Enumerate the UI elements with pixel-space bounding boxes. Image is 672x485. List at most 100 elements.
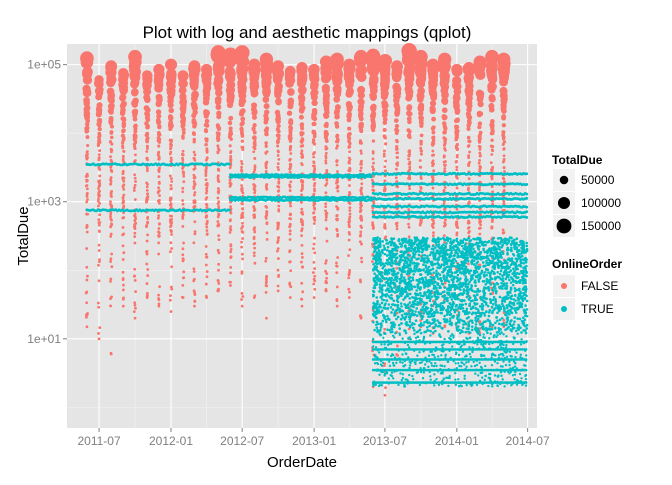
data-point <box>348 239 351 242</box>
data-point <box>396 227 399 230</box>
data-point <box>205 159 208 162</box>
data-point <box>325 272 328 275</box>
data-point <box>394 93 401 100</box>
data-point <box>395 180 398 183</box>
data-point <box>298 96 305 103</box>
data-point <box>133 301 136 304</box>
data-point <box>193 300 196 303</box>
data-point <box>277 257 280 260</box>
data-point <box>467 136 471 140</box>
data-point <box>230 158 233 161</box>
data-point <box>358 99 364 105</box>
data-point <box>84 89 91 96</box>
data-point <box>289 269 292 272</box>
data-point <box>157 125 161 129</box>
data-point <box>325 147 328 150</box>
data-point <box>156 118 161 123</box>
data-point <box>110 295 113 298</box>
data-point <box>182 127 186 131</box>
data-point <box>253 213 256 216</box>
data-point <box>133 310 136 313</box>
data-point <box>217 168 220 171</box>
data-point <box>206 270 209 273</box>
data-point <box>455 136 459 140</box>
data-point <box>216 139 219 142</box>
data-point <box>169 299 172 302</box>
data-point <box>213 63 224 74</box>
data-point <box>301 252 304 255</box>
data-point <box>431 154 434 157</box>
data-point <box>380 79 389 88</box>
data-point <box>86 150 89 153</box>
data-point <box>313 280 316 283</box>
data-point <box>396 222 399 225</box>
data-point <box>408 136 412 140</box>
data-point <box>310 83 318 91</box>
data-point <box>289 217 292 220</box>
data-point <box>97 118 102 123</box>
data-point <box>97 200 100 203</box>
data-point <box>105 60 117 72</box>
data-point <box>300 221 303 224</box>
data-point <box>229 228 232 231</box>
data-point <box>157 169 160 172</box>
data-point <box>335 135 339 139</box>
data-point <box>393 85 401 93</box>
data-point <box>182 257 185 260</box>
data-point <box>110 265 113 268</box>
data-point <box>250 79 259 88</box>
data-point <box>444 223 447 226</box>
data-point <box>325 228 328 231</box>
data-point <box>94 75 103 84</box>
data-point <box>502 137 505 140</box>
data-point <box>266 238 269 241</box>
data-point <box>324 123 328 127</box>
data-point <box>206 256 209 259</box>
data-point <box>134 180 137 183</box>
data-point <box>217 176 220 179</box>
data-point <box>216 114 221 119</box>
data-point <box>455 117 460 122</box>
data-point <box>206 233 209 236</box>
data-point <box>205 178 208 181</box>
data-point <box>324 202 327 205</box>
data-point <box>525 242 528 245</box>
data-point <box>120 83 128 91</box>
data-point <box>479 145 482 148</box>
data-point <box>289 126 293 130</box>
data-point <box>86 195 89 198</box>
data-point <box>312 138 315 141</box>
data-point <box>265 133 269 137</box>
data-point <box>157 217 160 220</box>
data-point <box>98 229 101 232</box>
data-point <box>491 131 495 135</box>
data-point <box>229 266 232 269</box>
data-point <box>277 150 280 153</box>
data-point <box>490 145 493 148</box>
data-point <box>146 274 149 277</box>
data-point <box>359 314 362 317</box>
data-point <box>503 147 506 150</box>
data-point <box>301 137 304 140</box>
data-point <box>253 243 256 246</box>
data-point <box>264 103 270 109</box>
data-point <box>122 251 125 254</box>
data-point <box>336 170 339 173</box>
data-point <box>372 162 375 165</box>
data-point <box>289 145 292 148</box>
data-point <box>484 271 487 274</box>
data-point <box>360 226 363 229</box>
data-point <box>455 146 458 149</box>
data-point <box>266 150 269 153</box>
data-point <box>312 271 315 274</box>
data-point <box>432 187 435 190</box>
data-point <box>313 296 316 299</box>
data-point <box>348 215 351 218</box>
data-point <box>300 126 304 130</box>
data-point <box>441 295 444 298</box>
data-point <box>264 260 267 263</box>
data-point <box>300 122 304 126</box>
data-point <box>238 87 246 95</box>
data-point <box>300 201 303 204</box>
data-point <box>466 107 472 113</box>
